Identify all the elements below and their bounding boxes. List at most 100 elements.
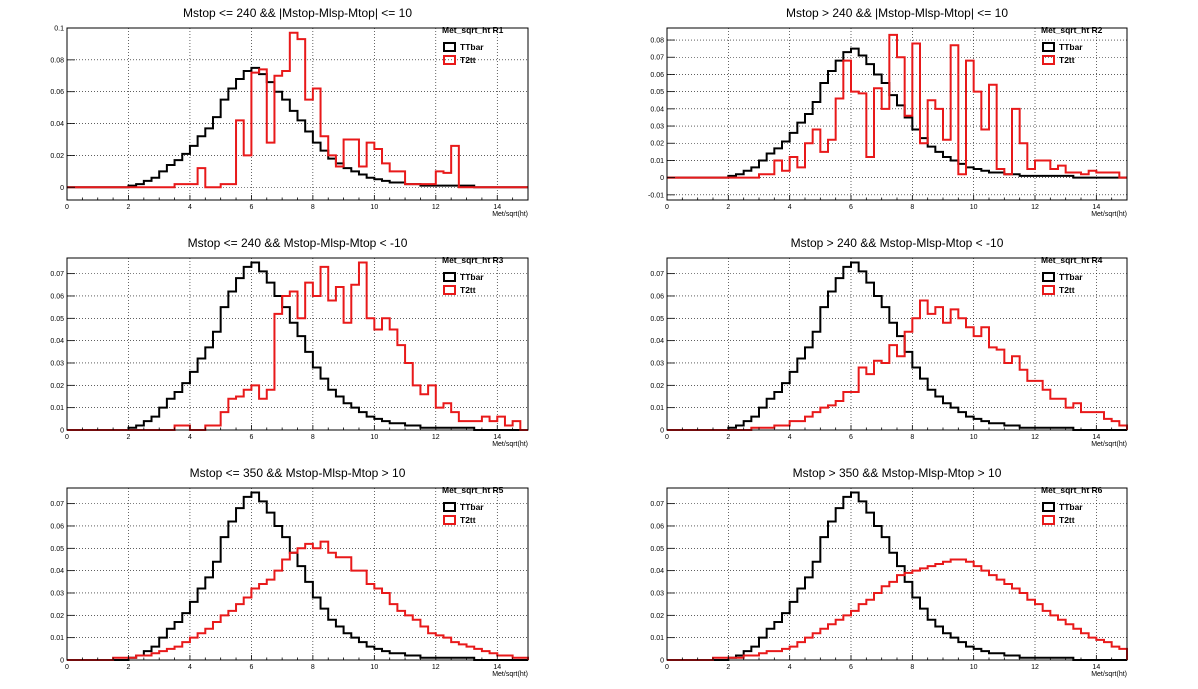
chart-panel-6: Mstop > 350 && Mstop-Mlsp-Mtop > 10 0 2 4 6 8… [650, 466, 1128, 678]
y-tick-label: 0.06 [650, 72, 664, 79]
histogram-ttbar [67, 491, 528, 661]
y-tick-label: 0.07 [50, 271, 64, 278]
legend-swatch-ttbar [443, 42, 456, 52]
y-tick-label: 0.07 [50, 501, 64, 508]
y-tick-label: 0.06 [650, 293, 664, 300]
x-tick-label: 4 [188, 664, 192, 671]
x-tick-label: 0 [65, 204, 69, 211]
x-tick-label: 10 [970, 204, 978, 211]
legend-label-t2tt: T2tt [1059, 285, 1075, 295]
x-tick-label: 4 [788, 664, 792, 671]
histogram-ttbar [667, 491, 1127, 661]
x-tick-label: 14 [493, 664, 501, 671]
y-tick-label: 0.03 [50, 590, 64, 597]
x-tick-label: 0 [665, 434, 669, 441]
chart-title: Mstop > 240 && Mstop-Mlsp-Mtop < -10 [791, 236, 1004, 250]
y-tick-label: 0.06 [50, 89, 64, 96]
legend-swatch-ttbar [443, 502, 456, 512]
y-tick-label: 0.08 [650, 38, 664, 45]
chart-panel-1: Mstop <= 240 && |Mstop-Mlsp-Mtop| <= 10 0… [50, 6, 529, 218]
x-tick-label: 2 [127, 664, 131, 671]
legend: Met_sqrt_ht R6 TTbar T2tt [1041, 485, 1103, 525]
y-tick-label: 0.01 [650, 635, 664, 642]
histogram-ttbar [67, 261, 528, 431]
x-tick-label: 6 [849, 204, 853, 211]
y-tick-label: 0.03 [650, 124, 664, 131]
x-tick-label: 2 [127, 204, 131, 211]
x-tick-label: 10 [370, 434, 378, 441]
y-tick-label: 0.01 [650, 158, 664, 165]
legend-swatch-ttbar [1042, 42, 1055, 52]
x-tick-label: 8 [311, 664, 315, 671]
legend-swatch-t2tt [1042, 515, 1055, 525]
y-tick-label: 0 [660, 658, 664, 665]
chart-title: Mstop <= 240 && Mstop-Mlsp-Mtop < -10 [188, 236, 408, 250]
legend-label-ttbar: TTbar [460, 502, 484, 512]
chart-panel-2: Mstop > 240 && |Mstop-Mlsp-Mtop| <= 10 0 2… [648, 6, 1128, 218]
y-tick-label: 0 [60, 428, 64, 435]
y-tick-label: 0 [660, 175, 664, 182]
y-tick-label: 0.02 [50, 383, 64, 390]
x-tick-label: 6 [849, 664, 853, 671]
x-tick-label: 12 [432, 664, 440, 671]
y-tick-label: 0.03 [50, 360, 64, 367]
legend-label-t2tt: T2tt [1059, 55, 1075, 65]
y-tick-label: 0.04 [50, 338, 64, 345]
legend: Met_sqrt_ht R5 TTbar T2tt [442, 485, 504, 525]
y-tick-label: 0.05 [50, 316, 64, 323]
x-tick-label: 2 [726, 664, 730, 671]
legend: Met_sqrt_ht R3 TTbar T2tt [442, 255, 504, 295]
x-tick-label: 14 [493, 434, 501, 441]
x-tick-label: 4 [188, 204, 192, 211]
legend-title: Met_sqrt_ht R2 [1041, 25, 1103, 35]
legend-label-ttbar: TTbar [1059, 272, 1083, 282]
histogram-t2tt [67, 261, 528, 431]
x-tick-label: 14 [1092, 204, 1100, 211]
x-tick-label: 0 [665, 664, 669, 671]
y-tick-label: 0 [60, 185, 64, 192]
y-tick-label: 0.04 [650, 338, 664, 345]
x-tick-label: 4 [188, 434, 192, 441]
y-tick-label: 0.02 [50, 613, 64, 620]
y-tick-label: 0.05 [650, 546, 664, 553]
x-axis-label: Met/sqrt(ht) [492, 211, 528, 218]
x-tick-label: 14 [1092, 664, 1100, 671]
legend-swatch-ttbar [1042, 502, 1055, 512]
x-tick-label: 0 [65, 664, 69, 671]
x-tick-label: 10 [970, 434, 978, 441]
x-tick-label: 6 [849, 434, 853, 441]
chart-panel-3: Mstop <= 240 && Mstop-Mlsp-Mtop < -10 0 2 4… [50, 236, 529, 448]
plot-frame [666, 257, 1128, 431]
x-axis-label: Met/sqrt(ht) [1091, 441, 1127, 448]
legend-label-t2tt: T2tt [1059, 515, 1075, 525]
x-tick-label: 10 [370, 204, 378, 211]
x-tick-label: 8 [311, 204, 315, 211]
y-tick-label: 0.02 [650, 141, 664, 148]
plot-frame [666, 487, 1128, 661]
x-tick-label: 12 [1031, 434, 1039, 441]
x-tick-label: 4 [788, 204, 792, 211]
y-tick-label: 0.1 [54, 26, 64, 33]
legend: Met_sqrt_ht R4 TTbar T2tt [1041, 255, 1103, 295]
x-tick-label: 12 [432, 204, 440, 211]
legend-label-t2tt: T2tt [460, 285, 476, 295]
x-tick-label: 0 [665, 204, 669, 211]
plot-frame [66, 257, 529, 431]
y-tick-label: 0 [60, 658, 64, 665]
x-tick-label: 8 [910, 204, 914, 211]
legend-swatch-ttbar [443, 272, 456, 282]
x-tick-label: 12 [1031, 204, 1039, 211]
legend-swatch-ttbar [1042, 272, 1055, 282]
x-tick-label: 2 [726, 204, 730, 211]
legend-swatch-t2tt [1042, 285, 1055, 295]
x-axis-label: Met/sqrt(ht) [1091, 671, 1127, 678]
chart-title: Mstop <= 240 && |Mstop-Mlsp-Mtop| <= 10 [183, 6, 412, 20]
x-tick-label: 0 [65, 434, 69, 441]
legend-title: Met_sqrt_ht R5 [442, 485, 504, 495]
x-tick-label: 6 [249, 434, 253, 441]
y-tick-label: 0.06 [50, 293, 64, 300]
x-tick-label: 10 [370, 664, 378, 671]
y-tick-label: 0.04 [650, 568, 664, 575]
x-tick-label: 4 [788, 434, 792, 441]
legend-title: Met_sqrt_ht R6 [1041, 485, 1103, 495]
